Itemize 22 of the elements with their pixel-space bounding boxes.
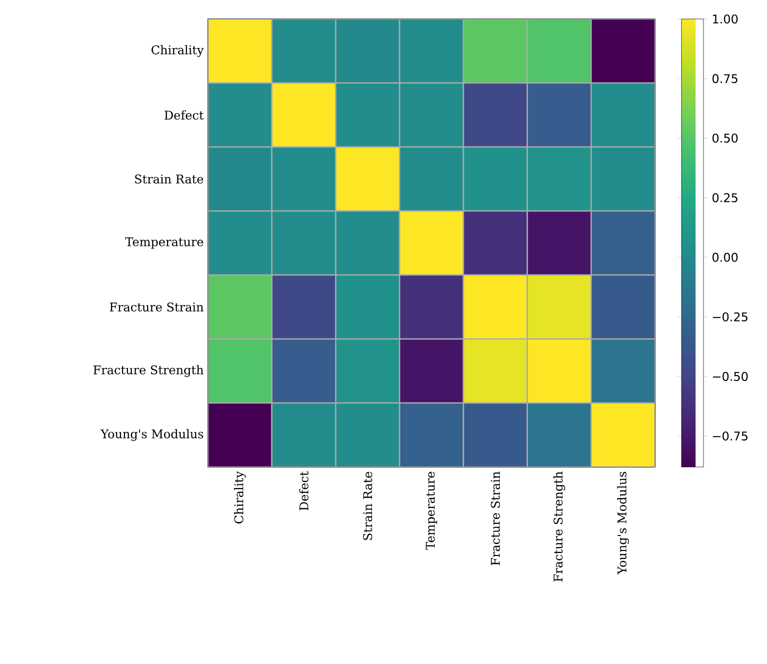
y-tick-label: Fracture Strain	[110, 302, 204, 312]
y-tick-label: Fracture Strength	[93, 365, 204, 377]
x-tick-label: Fracture Strain	[490, 472, 500, 566]
x-tick-label: Fracture Strength	[553, 472, 566, 582]
color-bar-label: 1.00	[713, 14, 738, 24]
y-tick-label: Young's Modulus	[100, 429, 204, 441]
y-tick-label: Chirality	[152, 45, 204, 57]
color-bar-label: 0.50	[712, 134, 738, 143]
color-bar-label: 0.25	[712, 193, 738, 202]
x-tick-label: Young's Modulus	[617, 472, 629, 575]
color-bar-label: 0.75	[712, 74, 738, 84]
y-tick-label: Strain Rate	[135, 174, 204, 184]
color-bar-label: −0.75	[712, 431, 748, 441]
color-bar-label: 0.00	[712, 252, 738, 262]
y-tick-label: Defect	[164, 110, 204, 120]
color-bar-label: −0.50	[712, 372, 748, 381]
x-tick-label: Temperature	[426, 472, 438, 550]
y-tick-label: Temperature	[125, 237, 204, 249]
x-tick-label: Chirality	[234, 471, 246, 524]
color-bar-label: −0.25	[712, 312, 748, 322]
x-tick-label: Strain Rate	[363, 472, 372, 540]
x-tick-label: Defect	[299, 471, 308, 510]
